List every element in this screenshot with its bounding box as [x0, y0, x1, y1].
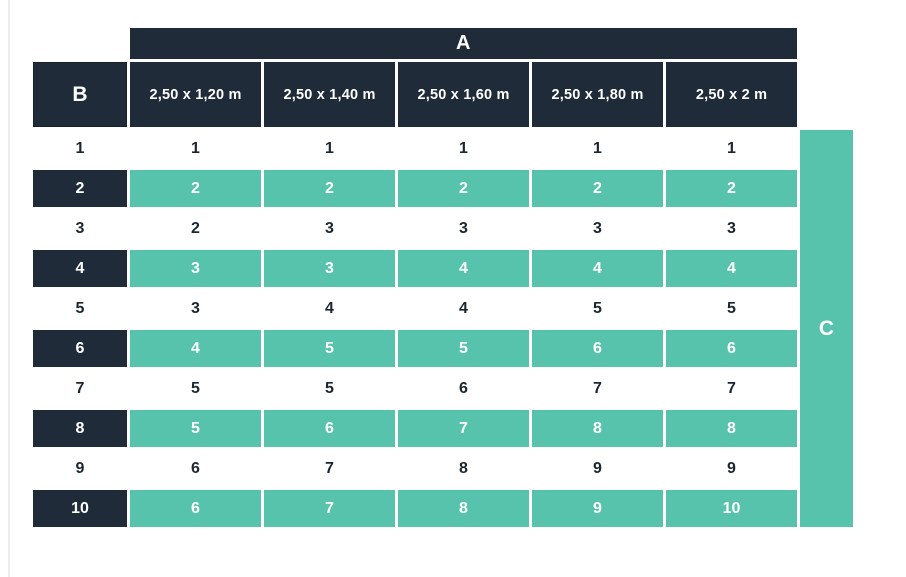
row-header-cell: 2: [33, 170, 127, 207]
table-row: 10 6 7 8 9 10: [33, 490, 797, 527]
table-cell: 1: [459, 139, 468, 157]
table-cell: 3: [593, 219, 602, 237]
table-cell: 1: [727, 139, 736, 157]
table-cell: 3: [264, 250, 395, 287]
table-cell: 4: [532, 250, 663, 287]
row-header-cell: 7: [75, 379, 85, 397]
table-cell: 4: [325, 299, 334, 317]
table-cell: 2: [532, 170, 663, 207]
column-header: 2,50 x 1,80 m: [532, 62, 663, 127]
table-cell: 6: [130, 490, 261, 527]
row-header-cell: 5: [75, 299, 85, 317]
table-cell: 4: [666, 250, 797, 287]
table-cell: 4: [459, 299, 468, 317]
table-cell: 4: [130, 330, 261, 367]
table-cell: 10: [666, 490, 797, 527]
row-header-cell: 3: [75, 219, 85, 237]
table-row: 1 1 1 1 1 1: [33, 130, 797, 167]
row-header-cell: 6: [33, 330, 127, 367]
table-cell: 5: [398, 330, 529, 367]
table-cell: 9: [727, 459, 736, 477]
column-header: 2,50 x 1,20 m: [130, 62, 261, 127]
table-cell: 7: [398, 410, 529, 447]
table-cell: 6: [264, 410, 395, 447]
side-band-header: C: [800, 130, 853, 527]
column-header: 2,50 x 2 m: [666, 62, 797, 127]
table-cell: 2: [130, 170, 261, 207]
table-cell: 5: [727, 299, 736, 317]
table-cell: 6: [532, 330, 663, 367]
table-row: 3 2 3 3 3 3: [33, 210, 797, 247]
table-cell: 7: [264, 490, 395, 527]
page-edge-line: [8, 0, 10, 577]
table-cell: 3: [727, 219, 736, 237]
row-header-cell: 8: [33, 410, 127, 447]
table-cell: 6: [666, 330, 797, 367]
table-cell: 5: [191, 379, 200, 397]
table-cell: 5: [593, 299, 602, 317]
table-cell: 7: [325, 459, 334, 477]
table-cell: 3: [130, 250, 261, 287]
table-cell: 9: [593, 459, 602, 477]
table-cell: 2: [666, 170, 797, 207]
column-group-header: A: [130, 28, 797, 59]
table-cell: 9: [532, 490, 663, 527]
table-cell: 1: [593, 139, 602, 157]
row-header-cell: 9: [75, 459, 85, 477]
row-header-cell: 1: [75, 139, 85, 157]
row-header-cell: 10: [33, 490, 127, 527]
table-cell: 6: [459, 379, 468, 397]
table-cell: 2: [191, 219, 200, 237]
table-row: 7 5 5 6 7 7: [33, 370, 797, 407]
table-cell: 8: [398, 490, 529, 527]
table-cell: 5: [264, 330, 395, 367]
row-header-cell: 4: [33, 250, 127, 287]
table-row: 5 3 4 4 5 5: [33, 290, 797, 327]
table-header-row: B 2,50 x 1,20 m 2,50 x 1,40 m 2,50 x 1,6…: [33, 62, 797, 127]
table-cell: 1: [191, 139, 200, 157]
table-cell: 1: [325, 139, 334, 157]
table-cell: 7: [593, 379, 602, 397]
column-header: 2,50 x 1,60 m: [398, 62, 529, 127]
table-cell: 2: [398, 170, 529, 207]
table-cell: 2: [264, 170, 395, 207]
table-cell: 7: [727, 379, 736, 397]
table-cell: 8: [666, 410, 797, 447]
table-row: 9 6 7 8 9 9: [33, 450, 797, 487]
table-cell: 4: [398, 250, 529, 287]
table-cell: 5: [325, 379, 334, 397]
table-cell: 3: [325, 219, 334, 237]
table-cell: 3: [191, 299, 200, 317]
column-header: 2,50 x 1,40 m: [264, 62, 395, 127]
table-cell: 6: [191, 459, 200, 477]
table-cell: 8: [459, 459, 468, 477]
table-cell: 5: [130, 410, 261, 447]
table-cell: 8: [532, 410, 663, 447]
table-cell: 3: [459, 219, 468, 237]
row-group-header: B: [33, 62, 127, 127]
